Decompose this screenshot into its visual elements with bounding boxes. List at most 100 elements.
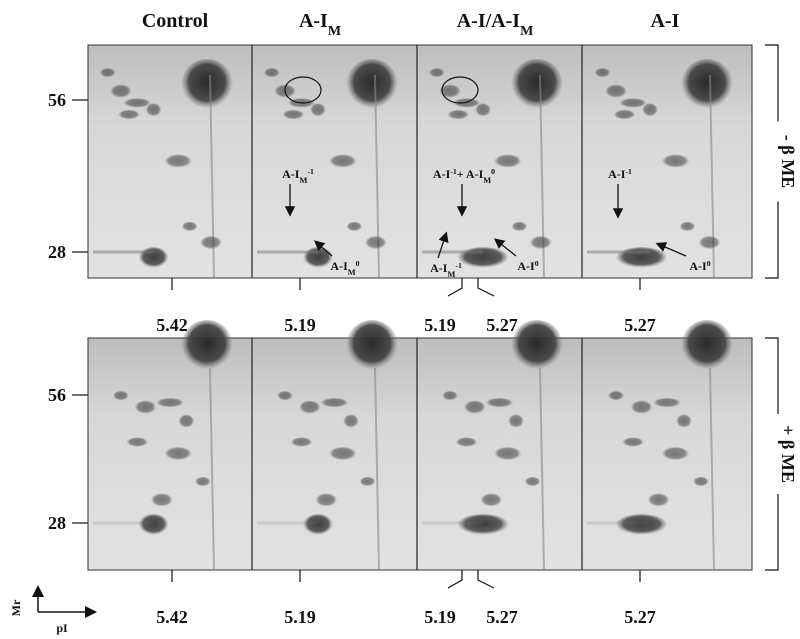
highlight-circle bbox=[441, 76, 479, 104]
text-part: M bbox=[299, 176, 307, 185]
pi-label: 5.27 bbox=[486, 607, 518, 627]
gel-spot bbox=[364, 236, 387, 251]
annotation-arrow bbox=[493, 238, 517, 257]
gel-spot bbox=[346, 320, 398, 372]
gel-spot bbox=[511, 221, 528, 232]
gel-spot bbox=[452, 98, 481, 109]
gel-spot bbox=[661, 154, 690, 169]
gel-spot bbox=[109, 84, 132, 99]
gel-spot bbox=[277, 391, 293, 401]
highlight-circle bbox=[284, 76, 322, 104]
gel-spot bbox=[442, 391, 458, 401]
mr-marker: 56 bbox=[48, 90, 66, 110]
annotation: A-I0 bbox=[517, 259, 538, 274]
gel-spot bbox=[615, 514, 668, 536]
gel-spot bbox=[164, 154, 193, 169]
text-part: A-I bbox=[608, 167, 626, 181]
gel-spot bbox=[346, 59, 398, 111]
gel-spot bbox=[118, 109, 140, 120]
text-part: A-I bbox=[282, 167, 300, 181]
gel-spot bbox=[455, 437, 478, 448]
gel-spot bbox=[126, 437, 149, 448]
gel-spot bbox=[200, 236, 222, 251]
gel-spot bbox=[328, 154, 357, 169]
mr-marker: 28 bbox=[48, 513, 66, 533]
gel-spot bbox=[320, 397, 349, 408]
annotation-arrow bbox=[314, 240, 333, 257]
mr-axis-label: Mr bbox=[9, 599, 23, 616]
side-bracket bbox=[765, 44, 779, 279]
text-part: A-I bbox=[299, 10, 328, 32]
gel-spot bbox=[698, 236, 721, 251]
gel-spot bbox=[475, 103, 491, 118]
annotation: A-IM0 bbox=[330, 259, 359, 277]
text-part: A-I/A-I bbox=[457, 10, 521, 32]
gel-streak bbox=[709, 367, 715, 571]
annotation: A-IM-1 bbox=[430, 261, 462, 279]
gel-spot bbox=[524, 476, 541, 487]
annotation-arrow bbox=[655, 242, 687, 257]
pi-label: 5.27 bbox=[624, 607, 656, 627]
gel-spot bbox=[447, 109, 470, 120]
gel-spot bbox=[263, 67, 280, 78]
gel-spot bbox=[181, 320, 233, 372]
pi-label: 5.42 bbox=[156, 315, 188, 335]
annotation: A-I0 bbox=[689, 259, 710, 274]
mr-marker: 28 bbox=[48, 242, 66, 262]
gel-spot bbox=[630, 400, 653, 415]
text-part: A-I bbox=[651, 10, 680, 32]
gel-spot bbox=[619, 98, 647, 109]
gel-spot bbox=[150, 493, 173, 508]
gel-spot bbox=[676, 414, 692, 429]
side-label: + β ME bbox=[778, 425, 798, 483]
gel-spot bbox=[346, 221, 363, 232]
column-header: A-I bbox=[651, 10, 680, 32]
gel-spot bbox=[298, 400, 321, 415]
text-part: A-I bbox=[430, 261, 448, 275]
gel-spot bbox=[290, 437, 313, 448]
text-part: M bbox=[447, 270, 455, 279]
mr-marker: 56 bbox=[48, 385, 66, 405]
text-part: -1 bbox=[307, 167, 314, 176]
gel-spot bbox=[99, 67, 116, 78]
pi-tick bbox=[447, 278, 463, 297]
gel-spot bbox=[134, 400, 157, 415]
annotation: A-IM-1 bbox=[282, 167, 314, 185]
gel-spot bbox=[303, 247, 333, 269]
gel-spot bbox=[693, 476, 709, 487]
gel-spot bbox=[315, 493, 338, 508]
gel-streak bbox=[374, 367, 380, 571]
column-header: A-IM bbox=[299, 10, 341, 39]
text-part: Control bbox=[142, 10, 209, 32]
gel-spot bbox=[613, 109, 636, 120]
gel-streak bbox=[209, 367, 215, 571]
gel-spot bbox=[642, 103, 658, 118]
text-part: A-I bbox=[433, 167, 451, 181]
gel-spot bbox=[493, 154, 522, 169]
text-part: A-I bbox=[330, 259, 348, 273]
gel-spot bbox=[282, 109, 305, 120]
gel-spot bbox=[608, 391, 624, 401]
pi-tick bbox=[477, 570, 495, 589]
gel-spot bbox=[138, 247, 169, 269]
gel-spot bbox=[328, 447, 357, 461]
annotation: A-I-1 bbox=[608, 167, 632, 182]
text-part: A-I bbox=[689, 259, 707, 273]
gel-spot bbox=[457, 514, 509, 536]
pi-label: 5.19 bbox=[424, 607, 456, 627]
text-part: M bbox=[483, 176, 491, 185]
gel-spot bbox=[681, 320, 733, 372]
gel-spot bbox=[647, 493, 670, 508]
text-part: M bbox=[328, 24, 341, 39]
gel-spot bbox=[181, 59, 233, 111]
column-header: A-I/A-IM bbox=[457, 10, 534, 39]
gel-spot bbox=[359, 476, 376, 487]
column-header: Control bbox=[142, 10, 209, 32]
gel-spot bbox=[480, 493, 503, 508]
pi-label: 5.42 bbox=[156, 607, 188, 627]
gel-spot bbox=[493, 447, 522, 461]
gel-spot bbox=[428, 67, 445, 78]
gel-spot bbox=[457, 247, 509, 269]
gel-spot bbox=[303, 514, 333, 536]
